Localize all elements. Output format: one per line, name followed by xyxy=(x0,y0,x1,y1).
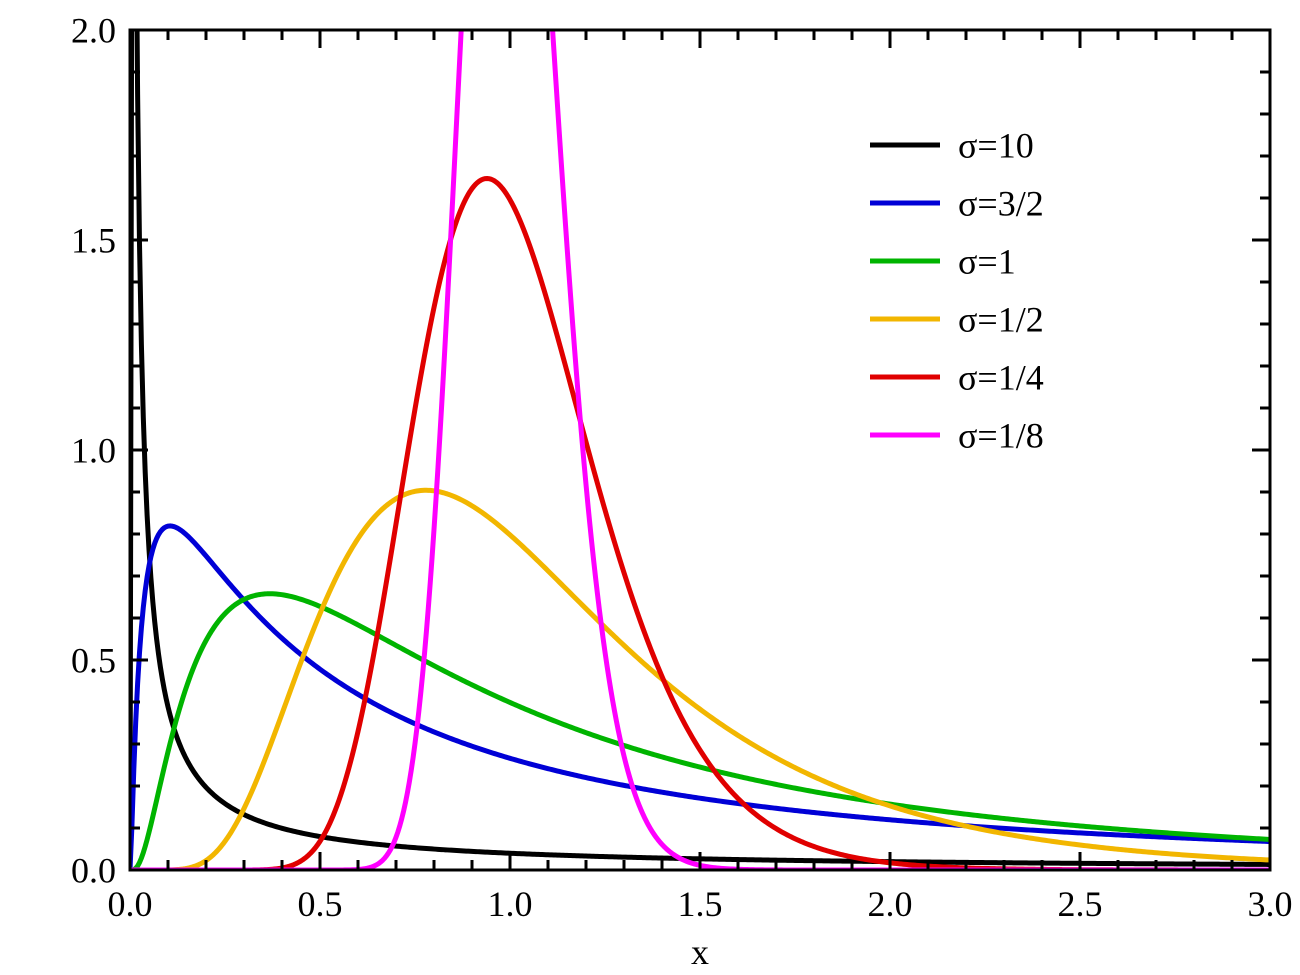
x-tick-label-3: 1.5 xyxy=(678,884,723,924)
legend-label-2: σ=1 xyxy=(958,242,1016,282)
plot-area xyxy=(130,30,1270,870)
y-tick-label-2: 1.0 xyxy=(71,431,116,471)
x-tick-label-1: 0.5 xyxy=(298,884,343,924)
legend-label-3: σ=1/2 xyxy=(958,300,1044,340)
legend-label-5: σ=1/8 xyxy=(958,416,1044,456)
legend-label-1: σ=3/2 xyxy=(958,184,1044,224)
x-axis-label: x xyxy=(691,932,709,972)
legend-label-0: σ=10 xyxy=(958,126,1034,166)
x-tick-label-6: 3.0 xyxy=(1248,884,1293,924)
x-tick-label-5: 2.5 xyxy=(1058,884,1103,924)
y-tick-label-4: 2.0 xyxy=(71,11,116,51)
x-tick-label-2: 1.0 xyxy=(488,884,533,924)
y-tick-label-3: 1.5 xyxy=(71,221,116,261)
y-tick-label-0: 0.0 xyxy=(71,851,116,891)
x-tick-label-4: 2.0 xyxy=(868,884,913,924)
lognormal-pdf-chart: 0.00.51.01.52.02.53.00.00.51.01.52.0xσ=1… xyxy=(0,0,1300,975)
legend-label-4: σ=1/4 xyxy=(958,358,1044,398)
y-tick-label-1: 0.5 xyxy=(71,641,116,681)
